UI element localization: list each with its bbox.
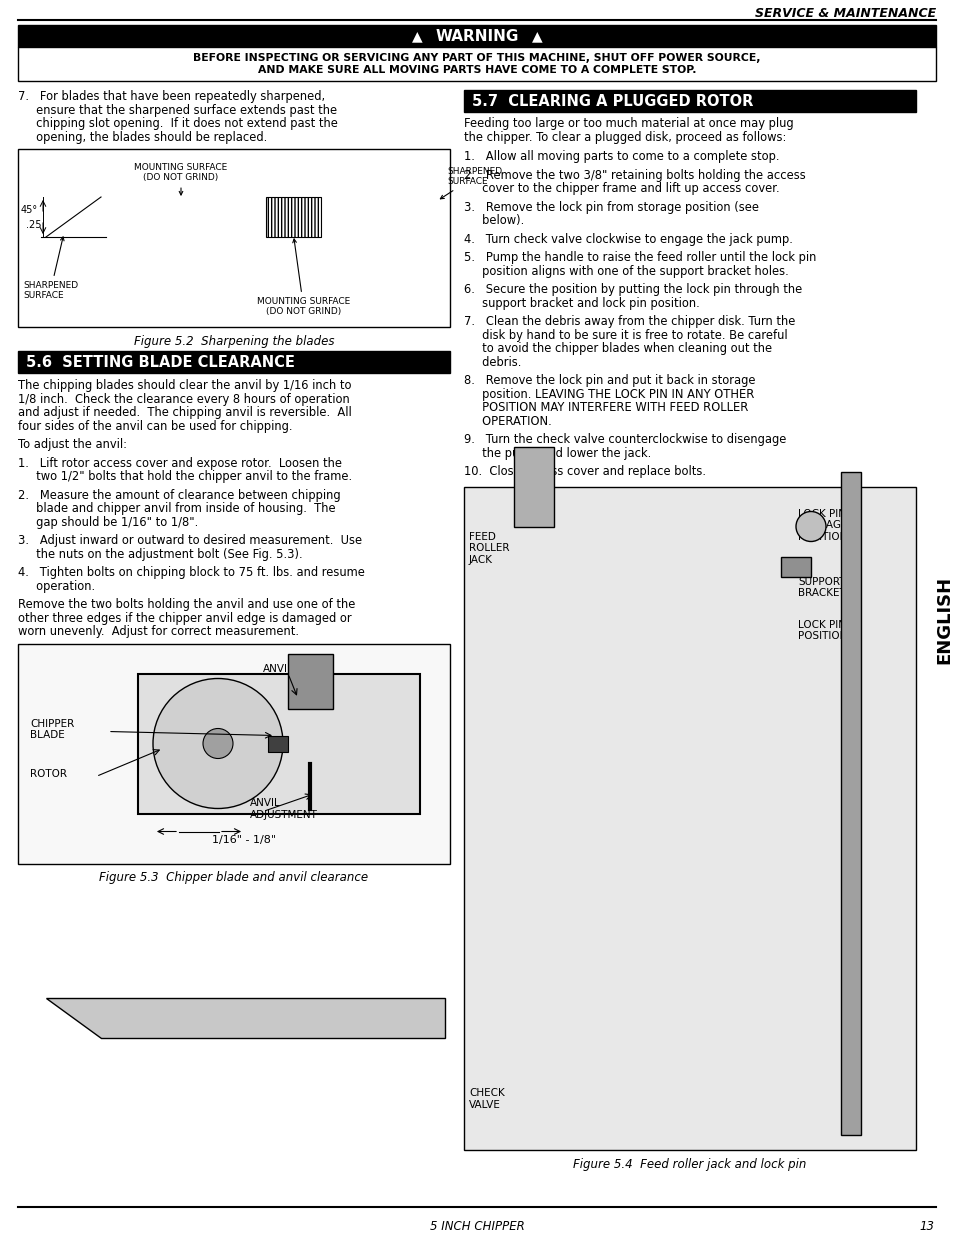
Bar <box>18 149 450 327</box>
Bar <box>266 198 320 237</box>
Text: Figure 5.4  Feed roller jack and lock pin: Figure 5.4 Feed roller jack and lock pin <box>573 1158 806 1171</box>
Text: MOUNTING SURFACE
(DO NOT GRIND): MOUNTING SURFACE (DO NOT GRIND) <box>256 240 350 316</box>
Text: ensure that the sharpened surface extends past the: ensure that the sharpened surface extend… <box>18 104 336 116</box>
Bar <box>514 447 554 526</box>
Text: SHARPENED
SURFACE: SHARPENED SURFACE <box>440 167 501 199</box>
Text: 5 INCH CHIPPER: 5 INCH CHIPPER <box>429 1220 524 1233</box>
Text: ANVIL
ADJUSTMENT: ANVIL ADJUSTMENT <box>250 799 317 820</box>
Text: Feeding too large or too much material at once may plug: Feeding too large or too much material a… <box>463 117 793 130</box>
Text: MOUNTING SURFACE
(DO NOT GRIND): MOUNTING SURFACE (DO NOT GRIND) <box>134 163 228 195</box>
Text: 3.   Adjust inward or outward to desired measurement.  Use: 3. Adjust inward or outward to desired m… <box>18 534 362 547</box>
Text: 2.   Remove the two 3/8" retaining bolts holding the access: 2. Remove the two 3/8" retaining bolts h… <box>463 168 805 182</box>
Text: operation.: operation. <box>18 579 95 593</box>
Text: 8.   Remove the lock pin and put it back in storage: 8. Remove the lock pin and put it back i… <box>463 374 755 387</box>
Text: 5.7  CLEARING A PLUGGED ROTOR: 5.7 CLEARING A PLUGGED ROTOR <box>472 94 753 109</box>
Text: CHIPPER
BLADE: CHIPPER BLADE <box>30 719 74 740</box>
Bar <box>463 90 915 112</box>
Text: blade and chipper anvil from inside of housing.  The: blade and chipper anvil from inside of h… <box>18 501 335 515</box>
Text: CHECK
VALVE: CHECK VALVE <box>469 1088 504 1109</box>
Text: OPERATION.: OPERATION. <box>463 415 551 427</box>
Text: worn unevenly.  Adjust for correct measurement.: worn unevenly. Adjust for correct measur… <box>18 625 298 638</box>
Text: FEED
ROLLER
JACK: FEED ROLLER JACK <box>469 531 509 564</box>
Text: LOCK PIN
POSITION: LOCK PIN POSITION <box>797 620 846 641</box>
Text: ▲: ▲ <box>412 28 422 43</box>
Text: 4.   Tighten bolts on chipping block to 75 ft. lbs. and resume: 4. Tighten bolts on chipping block to 75… <box>18 566 364 579</box>
Text: 3.   Remove the lock pin from storage position (see: 3. Remove the lock pin from storage posi… <box>463 200 759 214</box>
Bar <box>18 643 450 863</box>
Text: 5.6  SETTING BLADE CLEARANCE: 5.6 SETTING BLADE CLEARANCE <box>26 354 294 369</box>
Text: opening, the blades should be replaced.: opening, the blades should be replaced. <box>18 131 267 143</box>
Bar <box>841 472 861 1135</box>
Text: the nuts on the adjustment bolt (See Fig. 5.3).: the nuts on the adjustment bolt (See Fig… <box>18 547 302 561</box>
Text: 45°: 45° <box>21 205 38 215</box>
Text: 7.   For blades that have been repeatedly sharpened,: 7. For blades that have been repeatedly … <box>18 90 325 103</box>
Text: The chipping blades should clear the anvil by 1/16 inch to: The chipping blades should clear the anv… <box>18 379 351 391</box>
Text: BEFORE INSPECTING OR SERVICING ANY PART OF THIS MACHINE, SHUT OFF POWER SOURCE,: BEFORE INSPECTING OR SERVICING ANY PART … <box>193 53 760 63</box>
Bar <box>18 351 450 373</box>
Text: and adjust if needed.  The chipping anvil is reversible.  All: and adjust if needed. The chipping anvil… <box>18 406 352 419</box>
Text: AND MAKE SURE ALL MOVING PARTS HAVE COME TO A COMPLETE STOP.: AND MAKE SURE ALL MOVING PARTS HAVE COME… <box>257 65 696 75</box>
Text: 1.   Allow all moving parts to come to a complete stop.: 1. Allow all moving parts to come to a c… <box>463 149 779 163</box>
Text: 2.   Measure the amount of clearance between chipping: 2. Measure the amount of clearance betwe… <box>18 489 340 501</box>
Text: to avoid the chipper blades when cleaning out the: to avoid the chipper blades when cleanin… <box>463 342 771 354</box>
Text: 5.   Pump the handle to raise the feed roller until the lock pin: 5. Pump the handle to raise the feed rol… <box>463 251 816 264</box>
Text: 13: 13 <box>918 1220 933 1233</box>
Text: two 1/2" bolts that hold the chipper anvil to the frame.: two 1/2" bolts that hold the chipper anv… <box>18 471 352 483</box>
Text: Remove the two bolts holding the anvil and use one of the: Remove the two bolts holding the anvil a… <box>18 598 355 611</box>
Text: 4.   Turn check valve clockwise to engage the jack pump.: 4. Turn check valve clockwise to engage … <box>463 232 792 246</box>
Text: debris.: debris. <box>463 356 521 368</box>
Text: 10.  Close access cover and replace bolts.: 10. Close access cover and replace bolts… <box>463 466 705 478</box>
Text: Figure 5.2  Sharpening the blades: Figure 5.2 Sharpening the blades <box>133 335 334 348</box>
Circle shape <box>152 678 283 809</box>
Bar <box>463 487 915 1150</box>
Text: LOCK PIN IN
STORAGE
POSITION: LOCK PIN IN STORAGE POSITION <box>797 509 859 542</box>
Text: 6.   Secure the position by putting the lock pin through the: 6. Secure the position by putting the lo… <box>463 283 801 296</box>
Text: 7.   Clean the debris away from the chipper disk. Turn the: 7. Clean the debris away from the chippe… <box>463 315 795 329</box>
Text: support bracket and lock pin position.: support bracket and lock pin position. <box>463 296 699 310</box>
Text: 1/16" - 1/8": 1/16" - 1/8" <box>212 836 275 846</box>
Text: gap should be 1/16" to 1/8".: gap should be 1/16" to 1/8". <box>18 515 198 529</box>
Text: 1/8 inch.  Check the clearance every 8 hours of operation: 1/8 inch. Check the clearance every 8 ho… <box>18 393 350 405</box>
Text: other three edges if the chipper anvil edge is damaged or: other three edges if the chipper anvil e… <box>18 611 352 625</box>
Text: the pump and lower the jack.: the pump and lower the jack. <box>463 447 651 459</box>
Circle shape <box>203 729 233 758</box>
Text: four sides of the anvil can be used for chipping.: four sides of the anvil can be used for … <box>18 420 293 432</box>
Text: ROTOR: ROTOR <box>30 768 67 778</box>
Text: position. LEAVING THE LOCK PIN IN ANY OTHER: position. LEAVING THE LOCK PIN IN ANY OT… <box>463 388 754 400</box>
Bar <box>18 47 935 82</box>
Text: the chipper. To clear a plugged disk, proceed as follows:: the chipper. To clear a plugged disk, pr… <box>463 131 785 143</box>
Bar <box>781 557 810 577</box>
Text: Figure 5.3  Chipper blade and anvil clearance: Figure 5.3 Chipper blade and anvil clear… <box>99 872 368 884</box>
Text: SERVICE & MAINTENANCE: SERVICE & MAINTENANCE <box>754 7 935 20</box>
Text: ▲: ▲ <box>531 28 541 43</box>
Text: chipping slot opening.  If it does not extend past the: chipping slot opening. If it does not ex… <box>18 117 337 130</box>
Text: 9.   Turn the check valve counterclockwise to disengage: 9. Turn the check valve counterclockwise… <box>463 433 785 446</box>
Text: cover to the chipper frame and lift up access cover.: cover to the chipper frame and lift up a… <box>463 182 779 195</box>
Text: below).: below). <box>463 214 524 227</box>
Bar <box>138 673 419 814</box>
Text: ANVIL: ANVIL <box>263 663 294 673</box>
Bar <box>288 653 333 709</box>
Bar <box>18 25 935 47</box>
Circle shape <box>795 511 825 541</box>
Text: POSITION MAY INTERFERE WITH FEED ROLLER: POSITION MAY INTERFERE WITH FEED ROLLER <box>463 401 747 414</box>
Text: disk by hand to be sure it is free to rotate. Be careful: disk by hand to be sure it is free to ro… <box>463 329 787 342</box>
Text: ENGLISH: ENGLISH <box>934 576 952 664</box>
Text: .25: .25 <box>26 220 42 230</box>
Text: 1.   Lift rotor access cover and expose rotor.  Loosen the: 1. Lift rotor access cover and expose ro… <box>18 457 341 469</box>
Text: position aligns with one of the support bracket holes.: position aligns with one of the support … <box>463 264 788 278</box>
Text: To adjust the anvil:: To adjust the anvil: <box>18 438 127 451</box>
Text: WARNING: WARNING <box>435 28 518 43</box>
Bar <box>268 736 288 752</box>
Text: SUPPORT
BRACKET: SUPPORT BRACKET <box>797 577 845 598</box>
Text: SHARPENED
SURFACE: SHARPENED SURFACE <box>23 237 78 300</box>
Polygon shape <box>46 998 444 1037</box>
